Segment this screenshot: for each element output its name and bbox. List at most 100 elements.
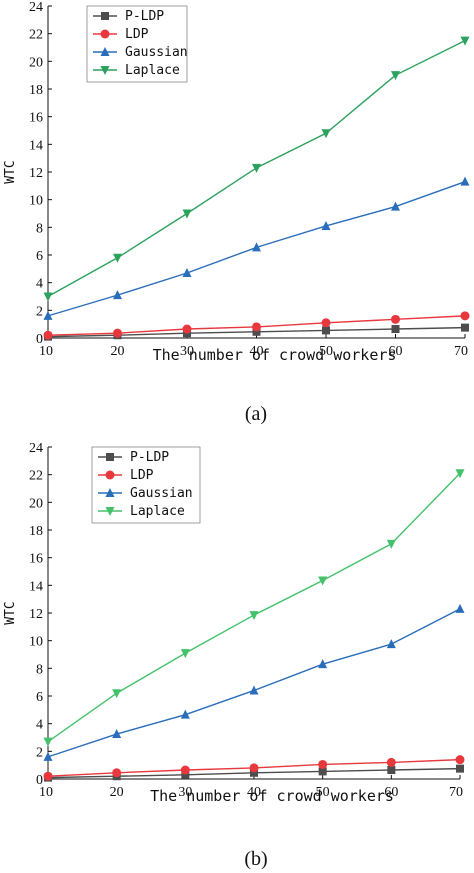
y-tick-label: 0 xyxy=(36,773,43,788)
data-point xyxy=(460,311,470,321)
y-tick-label: 10 xyxy=(29,635,43,650)
data-point xyxy=(391,325,400,334)
legend-label: Gaussian xyxy=(130,486,193,501)
data-point xyxy=(182,324,192,334)
data-point xyxy=(113,253,122,263)
data-point xyxy=(386,539,396,549)
data-point xyxy=(112,729,122,739)
data-point xyxy=(455,755,465,765)
legend: P-LDP LDP Gaussian Laplace xyxy=(91,446,201,524)
y-axis-label: WTC xyxy=(3,601,18,624)
x-tick-label: 70 xyxy=(449,785,463,800)
data-point xyxy=(456,764,464,773)
data-point xyxy=(249,763,259,773)
data-point xyxy=(181,770,190,779)
legend-label: P-LDP xyxy=(125,9,164,24)
data-point xyxy=(321,220,331,230)
series-ldp xyxy=(43,755,465,781)
data-point xyxy=(43,737,53,747)
series-gaussian xyxy=(43,176,470,320)
x-tick-label: 40 xyxy=(247,785,261,800)
legend-label: LDP xyxy=(130,468,154,483)
subfigure-caption: (a) xyxy=(245,403,267,425)
data-point xyxy=(180,765,190,775)
series-laplace xyxy=(43,469,465,747)
legend: P-LDP LDP Gaussian Laplace xyxy=(86,5,188,83)
series-ldp xyxy=(43,311,470,340)
legend-marker xyxy=(100,29,110,39)
data-point xyxy=(112,768,122,778)
x-tick-label: 30 xyxy=(180,344,194,359)
data-point xyxy=(455,603,465,613)
data-point xyxy=(43,751,53,761)
data-point xyxy=(182,209,192,219)
legend-marker xyxy=(100,66,110,75)
y-tick-label: 20 xyxy=(29,496,43,511)
y-tick-label: 4 xyxy=(36,277,43,292)
y-tick-label: 14 xyxy=(29,579,43,594)
x-tick-label: 10 xyxy=(39,785,53,800)
data-point xyxy=(249,611,259,621)
data-point xyxy=(461,323,469,332)
x-tick-label: 50 xyxy=(319,344,333,359)
data-point xyxy=(180,709,190,719)
y-tick-label: 10 xyxy=(29,194,43,209)
data-point xyxy=(112,689,122,699)
data-point xyxy=(318,576,328,586)
data-point xyxy=(43,310,53,320)
data-point xyxy=(387,766,396,775)
data-point xyxy=(318,759,328,769)
y-tick-label: 12 xyxy=(29,166,43,181)
data-point xyxy=(43,292,53,302)
legend-marker xyxy=(106,453,114,461)
x-tick-label: 30 xyxy=(178,785,192,800)
x-tick-label: 60 xyxy=(384,785,398,800)
y-tick-label: 14 xyxy=(29,138,43,153)
data-point xyxy=(386,639,396,649)
y-tick-label: 8 xyxy=(36,662,43,677)
y-tick-label: 18 xyxy=(29,83,43,98)
data-point xyxy=(43,330,53,340)
data-point xyxy=(252,322,261,332)
data-point xyxy=(321,129,331,139)
y-tick-label: 22 xyxy=(29,28,43,43)
y-tick-label: 24 xyxy=(29,0,43,15)
data-point xyxy=(43,771,53,781)
y-tick-label: 22 xyxy=(29,469,43,484)
y-tick-label: 2 xyxy=(36,745,43,760)
legend-marker xyxy=(105,488,115,497)
legend-label: P-LDP xyxy=(130,450,169,465)
y-tick-label: 24 xyxy=(29,441,43,456)
legend-label: Gaussian xyxy=(125,45,188,60)
data-point xyxy=(252,242,261,252)
y-tick-label: 4 xyxy=(36,718,43,733)
y-tick-label: 2 xyxy=(36,304,43,319)
y-tick-label: 12 xyxy=(29,607,43,622)
data-point xyxy=(455,469,465,479)
data-point xyxy=(252,327,261,336)
data-point xyxy=(113,328,122,338)
x-tick-label: 40 xyxy=(250,344,264,359)
data-point xyxy=(250,768,258,777)
data-point xyxy=(252,163,261,173)
y-tick-label: 16 xyxy=(29,552,43,567)
legend-marker xyxy=(105,507,115,516)
legend-label: Laplace xyxy=(125,63,180,78)
data-point xyxy=(318,659,328,669)
y-axis-label: WTC xyxy=(3,160,18,183)
series-laplace xyxy=(43,36,470,302)
legend-marker xyxy=(101,12,109,20)
y-tick-label: 6 xyxy=(36,249,43,264)
x-tick-label: 20 xyxy=(110,785,124,800)
data-point xyxy=(460,36,470,46)
legend-marker xyxy=(105,470,115,480)
y-tick-label: 20 xyxy=(29,55,43,70)
y-tick-label: 16 xyxy=(29,111,43,126)
data-point xyxy=(321,318,331,328)
x-tick-label: 70 xyxy=(454,344,468,359)
y-tick-label: 8 xyxy=(36,221,43,236)
data-point xyxy=(182,267,192,277)
